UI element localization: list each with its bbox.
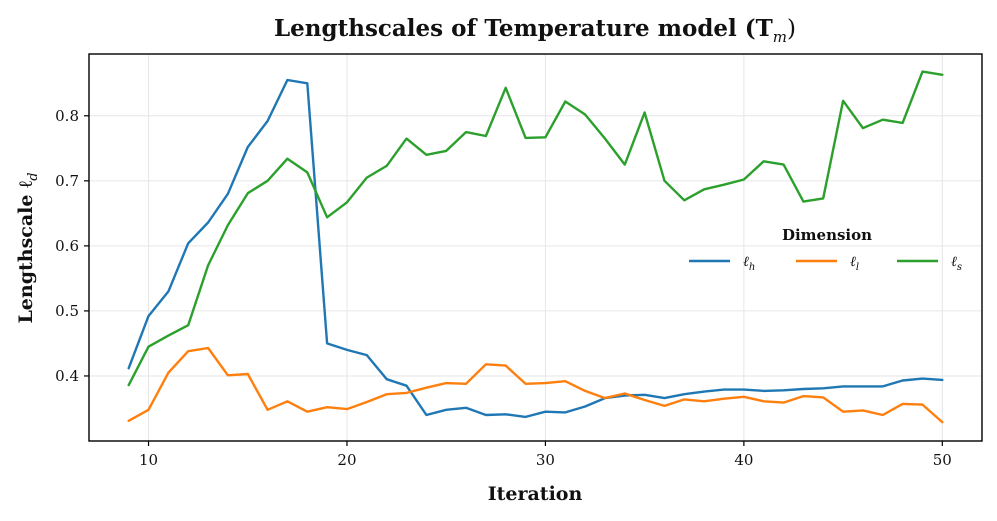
y-axis-label-main: Lengthscale ℓ [15,181,37,324]
series-layer [127,70,944,424]
x-tick-label: 20 [337,451,356,469]
y-tick-label: 0.7 [55,172,79,190]
series-line-s [127,70,944,387]
series-line-h [127,78,944,419]
legend-label-s: ℓs [951,254,962,273]
legend-title: Dimension [782,226,872,244]
y-tick-label: 0.4 [55,367,79,385]
y-tick-label: 0.5 [55,302,79,320]
series-line-l [127,346,944,424]
y-axis-label-subscript: d [26,172,41,180]
x-tick-label: 50 [933,451,952,469]
chart-title: Lengthscales of Temperature model (Tm) [274,15,796,46]
y-tick-label: 0.8 [55,107,79,125]
x-tick-label: 30 [536,451,555,469]
chart-title-main: Lengthscales of Temperature model (T [274,15,773,42]
grid-layer [89,54,982,441]
y-axis-label: Lengthscale ℓd [15,172,41,323]
tick-layer: 10 20 30 40 50 0.4 0.5 0.6 0.7 0.8 [55,107,952,469]
legend: Dimension ℓh ℓl ℓs [689,226,962,273]
x-axis-label: Iteration [488,483,583,505]
chart-title-subscript: m [773,28,787,46]
chart-title-suffix: ) [787,16,796,42]
legend-label-l: ℓl [850,254,859,273]
x-tick-label: 40 [734,451,753,469]
x-tick-label: 10 [139,451,158,469]
y-tick-label: 0.6 [55,237,79,255]
legend-label-h: ℓh [743,254,755,273]
plot-frame [88,53,983,442]
